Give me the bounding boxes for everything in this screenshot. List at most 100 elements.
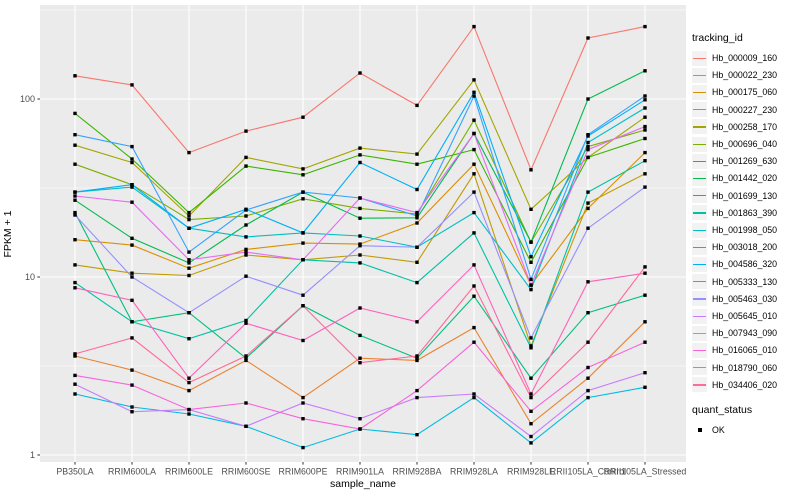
data-point bbox=[643, 136, 647, 141]
data-point bbox=[529, 260, 533, 264]
data-point bbox=[358, 306, 362, 310]
data-point bbox=[415, 245, 419, 249]
data-point bbox=[244, 247, 248, 252]
data-point bbox=[187, 217, 191, 222]
data-point bbox=[301, 241, 305, 245]
legend-entry-Hb_001998_050: Hb_001998_050 bbox=[692, 222, 777, 238]
data-point bbox=[643, 172, 647, 176]
legend-title-tracking-id: tracking_id bbox=[692, 32, 743, 44]
data-point bbox=[301, 167, 305, 171]
y-tick-label: 10 bbox=[25, 272, 35, 282]
legend-entry-label: Hb_001863_390 bbox=[712, 207, 778, 218]
legend-key-line-icon bbox=[692, 308, 707, 324]
data-point bbox=[529, 344, 533, 348]
data-point bbox=[643, 320, 647, 324]
data-point bbox=[472, 118, 476, 122]
legend-entry-Hb_001269_630: Hb_001269_630 bbox=[692, 153, 777, 169]
legend-entry-Hb_000022_230: Hb_000022_230 bbox=[692, 67, 777, 83]
data-point bbox=[358, 160, 362, 165]
legend-entry-label: Hb_005645_010 bbox=[712, 311, 778, 321]
data-point bbox=[643, 185, 647, 189]
data-point bbox=[130, 243, 134, 247]
panel-background bbox=[40, 5, 686, 462]
data-point bbox=[643, 340, 647, 344]
data-point bbox=[415, 356, 419, 360]
legend-key-line-icon bbox=[692, 291, 707, 307]
y-tick-label: 1 bbox=[30, 450, 35, 460]
legend-key-line-icon bbox=[692, 274, 707, 290]
axis-ticks: 1 10 100 PB350LA RRIM600LA RRIM600LE RRIM600SE… bbox=[20, 94, 686, 477]
data-point bbox=[73, 194, 77, 198]
data-point bbox=[358, 417, 362, 421]
data-point bbox=[529, 392, 533, 396]
data-point bbox=[472, 190, 476, 194]
data-point bbox=[187, 210, 191, 215]
data-point bbox=[130, 320, 134, 324]
data-point bbox=[643, 124, 647, 129]
data-point bbox=[415, 320, 419, 324]
data-point bbox=[415, 221, 419, 225]
data-point bbox=[586, 311, 590, 315]
data-point bbox=[130, 183, 134, 187]
legend-entry-label: Hb_003018_200 bbox=[712, 242, 778, 253]
legend-entry-Hb_005463_030: Hb_005463_030 bbox=[692, 291, 777, 307]
data-point bbox=[187, 258, 191, 262]
data-point bbox=[643, 128, 647, 132]
data-point bbox=[244, 424, 248, 428]
legend-key-line-icon bbox=[692, 256, 707, 272]
data-point bbox=[586, 190, 590, 194]
data-point bbox=[301, 293, 305, 297]
legend-entry-label: Hb_000696_040 bbox=[712, 139, 778, 149]
data-point bbox=[73, 133, 77, 137]
data-point bbox=[301, 304, 305, 308]
x-axis-title: sample_name bbox=[330, 478, 396, 490]
data-point bbox=[244, 354, 248, 358]
data-point bbox=[586, 155, 590, 160]
data-point bbox=[529, 255, 533, 259]
legend-entry-label: Hb_034406_020 bbox=[712, 379, 778, 390]
data-point bbox=[586, 226, 590, 230]
data-point bbox=[130, 405, 134, 409]
x-tick-label: RRIM600LE bbox=[165, 467, 213, 477]
data-point bbox=[73, 238, 77, 242]
data-point bbox=[73, 373, 77, 378]
legend-entry-label: Hb_000258_170 bbox=[712, 121, 778, 132]
data-point bbox=[244, 358, 248, 363]
data-point bbox=[586, 280, 590, 284]
data-point bbox=[187, 226, 191, 230]
data-point bbox=[130, 83, 134, 87]
legend-entry-Hb_007943_090: Hb_007943_090 bbox=[692, 325, 777, 341]
data-point bbox=[73, 190, 77, 194]
data-point bbox=[244, 356, 248, 360]
data-point bbox=[643, 385, 647, 389]
data-point bbox=[358, 196, 362, 200]
data-point bbox=[415, 433, 419, 437]
data-point bbox=[358, 71, 362, 75]
data-point bbox=[130, 383, 134, 387]
data-point bbox=[301, 115, 305, 119]
data-point bbox=[73, 354, 77, 358]
legend-entry-Hb_000696_040: Hb_000696_040 bbox=[692, 136, 777, 152]
data-point bbox=[586, 376, 590, 380]
data-point bbox=[187, 337, 191, 341]
legend-entry-label: Hb_001699_130 bbox=[712, 190, 778, 201]
legend-entry-label: Hb_000175_060 bbox=[712, 87, 778, 98]
legend-entry-label: Hb_001442_020 bbox=[712, 173, 778, 184]
data-point bbox=[586, 97, 590, 101]
data-point bbox=[586, 140, 590, 145]
data-point bbox=[244, 155, 248, 160]
data-point bbox=[73, 352, 77, 356]
legend-key-line-icon bbox=[692, 377, 707, 393]
data-point bbox=[529, 376, 533, 380]
data-point bbox=[472, 131, 476, 136]
data-point bbox=[130, 410, 134, 414]
data-point bbox=[643, 159, 647, 163]
x-tick-label: RRIM928LA bbox=[450, 467, 498, 477]
data-points bbox=[73, 24, 647, 450]
data-point bbox=[472, 284, 476, 288]
data-point bbox=[130, 157, 134, 161]
data-point bbox=[358, 261, 362, 265]
data-point bbox=[73, 198, 77, 202]
data-point bbox=[472, 147, 476, 152]
data-point bbox=[529, 434, 533, 439]
